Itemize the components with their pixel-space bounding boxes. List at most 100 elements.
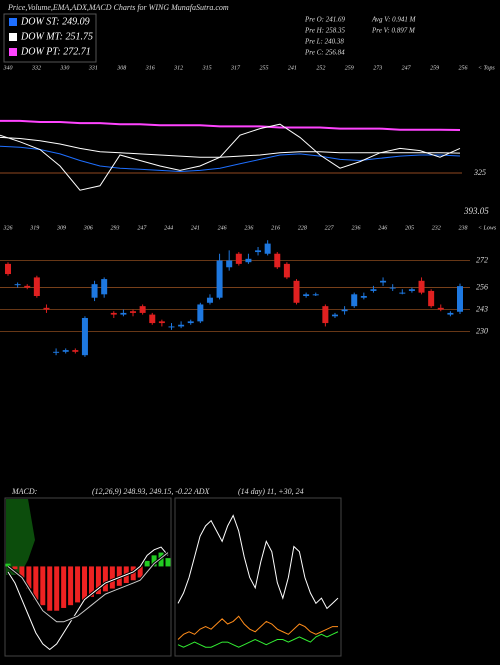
info-label: Pre C: 256.84	[304, 49, 345, 57]
candle-body	[408, 289, 415, 291]
candle-body	[91, 284, 98, 298]
info-label: Avg V: 0.941 M	[371, 16, 417, 24]
legend-label: DOW PT: 272.71	[20, 46, 91, 57]
candle-body	[14, 284, 21, 286]
annotation: 325	[473, 168, 486, 177]
histogram-bar	[88, 566, 94, 597]
series-line	[177, 631, 339, 648]
lows-label: 227	[325, 225, 335, 231]
series-line	[0, 145, 461, 173]
candle-body	[197, 304, 204, 322]
y-tick-label: 230	[476, 326, 488, 335]
candle-body	[206, 297, 213, 303]
tops-label: 252	[316, 65, 325, 71]
candle-body	[283, 263, 290, 278]
histogram-bar	[102, 566, 108, 592]
candle-body	[53, 351, 60, 353]
histogram-bar	[40, 566, 46, 606]
histogram-bar	[109, 566, 115, 589]
candle-body	[428, 290, 435, 307]
legend-swatch	[9, 33, 17, 41]
series-line	[177, 615, 338, 640]
candle-body	[389, 287, 396, 289]
candle-body	[341, 309, 348, 312]
histogram-bar	[165, 558, 171, 567]
histogram-bar	[75, 566, 81, 603]
lows-label: 293	[111, 225, 120, 231]
candle-body	[418, 280, 425, 293]
histogram-bar	[144, 560, 150, 567]
legend-swatch	[9, 48, 17, 56]
tops-label: 315	[202, 65, 212, 71]
macd-line	[7, 552, 169, 623]
adx-title: (14 day) 11, +30, 24	[238, 487, 304, 496]
lows-label: 232	[432, 225, 441, 231]
lows-label: 205	[405, 225, 414, 231]
adx-frame	[174, 497, 342, 657]
macd-line	[7, 546, 169, 651]
lows-title: < Lows	[478, 225, 497, 231]
macd-frame	[4, 497, 172, 657]
histogram-bar	[47, 566, 53, 611]
candle-body	[322, 306, 329, 324]
histogram-bar	[137, 566, 143, 578]
tops-label: 259	[430, 65, 439, 71]
candle-body	[226, 260, 233, 268]
candle-body	[303, 294, 310, 297]
annotation: 393.05	[463, 206, 489, 216]
candle-body	[370, 289, 377, 291]
candle-body	[62, 350, 69, 352]
candle-body	[274, 253, 281, 268]
lows-label: 309	[56, 225, 66, 231]
histogram-bar	[68, 566, 74, 606]
tops-label: 332	[31, 65, 41, 71]
histogram-bar	[26, 566, 32, 589]
candle-body	[149, 314, 156, 324]
tops-label: 316	[145, 65, 155, 71]
histogram-bar	[82, 566, 88, 600]
legend-label: DOW ST: 249.09	[20, 16, 90, 27]
candle-body	[139, 306, 146, 313]
legend-box	[3, 13, 97, 63]
candle-body	[24, 285, 31, 288]
tops-label: 256	[459, 65, 468, 71]
tops-label: 255	[259, 65, 268, 71]
tops-label: 247	[402, 64, 412, 71]
candle-body	[457, 286, 463, 312]
candle-body	[110, 312, 117, 315]
candle-body	[130, 311, 137, 313]
info-label: Pre L: 240.38	[304, 38, 344, 46]
candle-body	[168, 326, 175, 328]
candle-body	[235, 253, 242, 264]
lows-label: 246	[218, 224, 227, 231]
series-line	[177, 514, 339, 610]
lows-label: 216	[271, 225, 280, 231]
candle-body	[178, 324, 185, 327]
candle-body	[399, 292, 406, 294]
histogram-bar	[61, 566, 67, 608]
candle-body	[255, 250, 262, 253]
candle-body	[33, 277, 40, 297]
histogram-bar	[95, 566, 101, 595]
candle-body	[331, 314, 338, 317]
candle-body	[264, 243, 271, 254]
lows-label: 238	[459, 225, 468, 231]
histogram-bar	[12, 566, 18, 570]
histogram-bar	[5, 563, 11, 567]
tops-label: 273	[373, 65, 382, 71]
series-line	[0, 119, 461, 132]
candle-body	[293, 280, 300, 303]
histogram-bar	[33, 566, 39, 600]
macd-subtitle: (12,26,9) 248.93, 249.15, -0.22 ADX	[92, 487, 211, 496]
info-label: Pre V: 0.897 M	[371, 27, 416, 35]
legend-label: DOW MT: 251.75	[20, 31, 93, 42]
macd-shade	[6, 499, 35, 575]
candle-body	[72, 350, 79, 352]
histogram-bar	[54, 566, 60, 611]
candle-body	[81, 317, 88, 356]
histogram-bar	[19, 566, 25, 578]
series-line	[0, 123, 461, 191]
